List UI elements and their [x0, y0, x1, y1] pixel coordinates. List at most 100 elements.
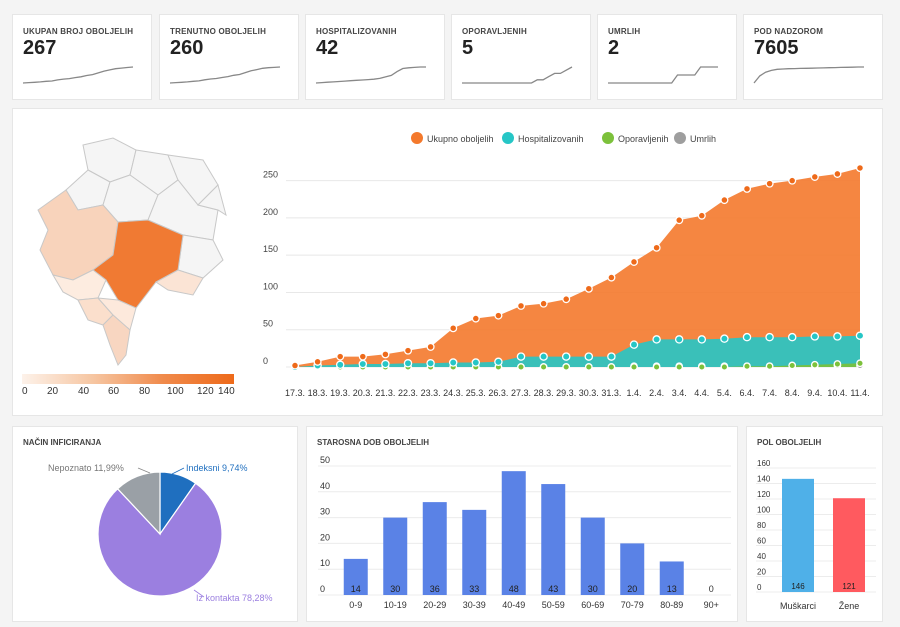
point-total [720, 195, 729, 205]
bar-value-label: 146 [791, 582, 805, 591]
x-tick-label: 70-79 [621, 600, 644, 610]
kpi-label: OPORAVLJENIH [462, 27, 527, 36]
point-total [629, 257, 639, 266]
point-total [539, 299, 548, 308]
x-tick-label: 19.3. [330, 388, 350, 398]
x-tick-label: 30.3. [579, 388, 599, 398]
y-tick-label: 20 [757, 568, 766, 577]
municipality-map [37, 137, 227, 366]
y-tick-label: 30 [320, 507, 330, 517]
point-hospitalized [539, 352, 548, 361]
y-tick-label: 0 [320, 584, 325, 594]
point-hospitalized [516, 352, 526, 361]
bar-value-label: 20 [627, 584, 637, 594]
y-tick-label: 10 [320, 558, 330, 568]
point-total [471, 314, 480, 323]
point-hospitalized [426, 359, 435, 368]
x-tick-label: 80-89 [660, 600, 683, 610]
map-region[interactable] [197, 184, 227, 217]
bar-value-label: 30 [390, 584, 400, 594]
legend-swatch [502, 132, 514, 144]
x-tick-label: 90+ [704, 600, 719, 610]
sparkline-path [753, 66, 864, 84]
bar-value-label: 48 [509, 584, 519, 594]
pie-label-unknown: Nepoznato 11,99% [48, 463, 124, 473]
y-tick-label: 40 [757, 552, 766, 561]
map-scale-tick: 40 [78, 386, 90, 397]
point-total [358, 352, 367, 361]
map-region[interactable] [51, 269, 107, 301]
kpi-card-hospitalized: HOSPITALIZOVANIH 42 [305, 14, 445, 100]
kpi-value: 42 [316, 37, 339, 59]
point-total [313, 357, 322, 366]
y-tick-label: 40 [320, 481, 330, 491]
y-tick-label: 100 [757, 506, 771, 515]
point-hospitalized [494, 357, 503, 367]
point-hospitalized [652, 335, 661, 344]
kpi-value: 5 [462, 37, 474, 59]
legend-label: Hospitalizovanih [518, 134, 584, 144]
y-tick-label: 0 [757, 583, 762, 592]
x-tick-label: 18.3. [308, 388, 328, 398]
point-hospitalized [403, 359, 413, 368]
point-hospitalized [810, 332, 820, 341]
y-tick-label: 150 [263, 244, 278, 254]
age-bar [383, 517, 408, 595]
kpi-sparkline [608, 66, 718, 84]
map-region[interactable] [96, 297, 137, 331]
x-tick-label: 8.4. [785, 388, 800, 398]
sparkline-path [22, 66, 134, 84]
pie-label-imported: Indeksni 9,74% [186, 463, 248, 473]
point-total [810, 172, 819, 181]
sparkline-path [608, 66, 718, 84]
y-tick-label: 0 [263, 356, 268, 366]
point-total [290, 361, 300, 370]
x-tick-label: 4.4. [694, 388, 709, 398]
y-tick-label: 200 [263, 207, 278, 217]
point-hospitalized [561, 352, 571, 361]
kpi-sparkline [462, 66, 573, 84]
map-region[interactable] [177, 234, 224, 279]
y-tick-label: 250 [263, 170, 278, 180]
bar-value-label: 121 [842, 582, 856, 591]
point-hospitalized [629, 340, 639, 349]
legend-swatch [411, 132, 423, 144]
point-recovered [630, 363, 638, 371]
bar-value-label: 33 [469, 584, 479, 594]
kpi-label: UMRLIH [608, 27, 641, 36]
infection-title: NAČIN INFICIRANJA [23, 438, 102, 447]
kpi-card-deceased: UMRLIH 2 [597, 14, 737, 100]
cases-area-chart: 0 50 100 150 200 250 17.3. 18.3. 19.3. 20.3. 21.3.… [263, 132, 870, 398]
x-tick-label: 20.3. [353, 388, 373, 398]
x-tick-label: 27.3. [511, 388, 531, 398]
y-tick-label: 20 [320, 532, 330, 542]
point-recovered [562, 363, 571, 371]
x-tick-label: 10.4. [827, 388, 847, 398]
x-tick-label: 9.4. [807, 388, 822, 398]
x-tick-label: 6.4. [739, 388, 754, 398]
age-bar-chart: 0 10 20 30 40 50 14 0-9 30 10-19 36 20-29 33 30-39 48 4… [318, 455, 731, 610]
point-total [403, 346, 413, 355]
kpi-card-total: UKUPAN BROJ OBOLJELIH 267 [12, 14, 152, 100]
map-region-bar[interactable] [102, 314, 131, 366]
pie-slice [97, 482, 223, 597]
point-recovered [810, 360, 819, 369]
map-region[interactable] [155, 269, 204, 296]
point-recovered [856, 359, 864, 368]
legend-swatch [602, 132, 614, 144]
point-hospitalized [335, 360, 345, 370]
point-recovered [517, 363, 525, 371]
x-tick-label: 25.3. [466, 388, 486, 398]
x-tick-label: 3.4. [672, 388, 687, 398]
point-hospitalized [787, 332, 797, 342]
legend-label: Umrlih [690, 134, 716, 144]
legend-swatch [674, 132, 686, 144]
kpi-card-recovered: OPORAVLJENIH 5 [451, 14, 591, 100]
age-bar [422, 502, 447, 595]
kpi-sparkline [169, 66, 281, 84]
kpi-value: 2 [608, 37, 620, 59]
point-total [675, 216, 684, 225]
x-tick-label: 28.3. [534, 388, 554, 398]
sparkline-path [169, 66, 281, 84]
kpi-label: UKUPAN BROJ OBOLJELIH [23, 27, 134, 36]
